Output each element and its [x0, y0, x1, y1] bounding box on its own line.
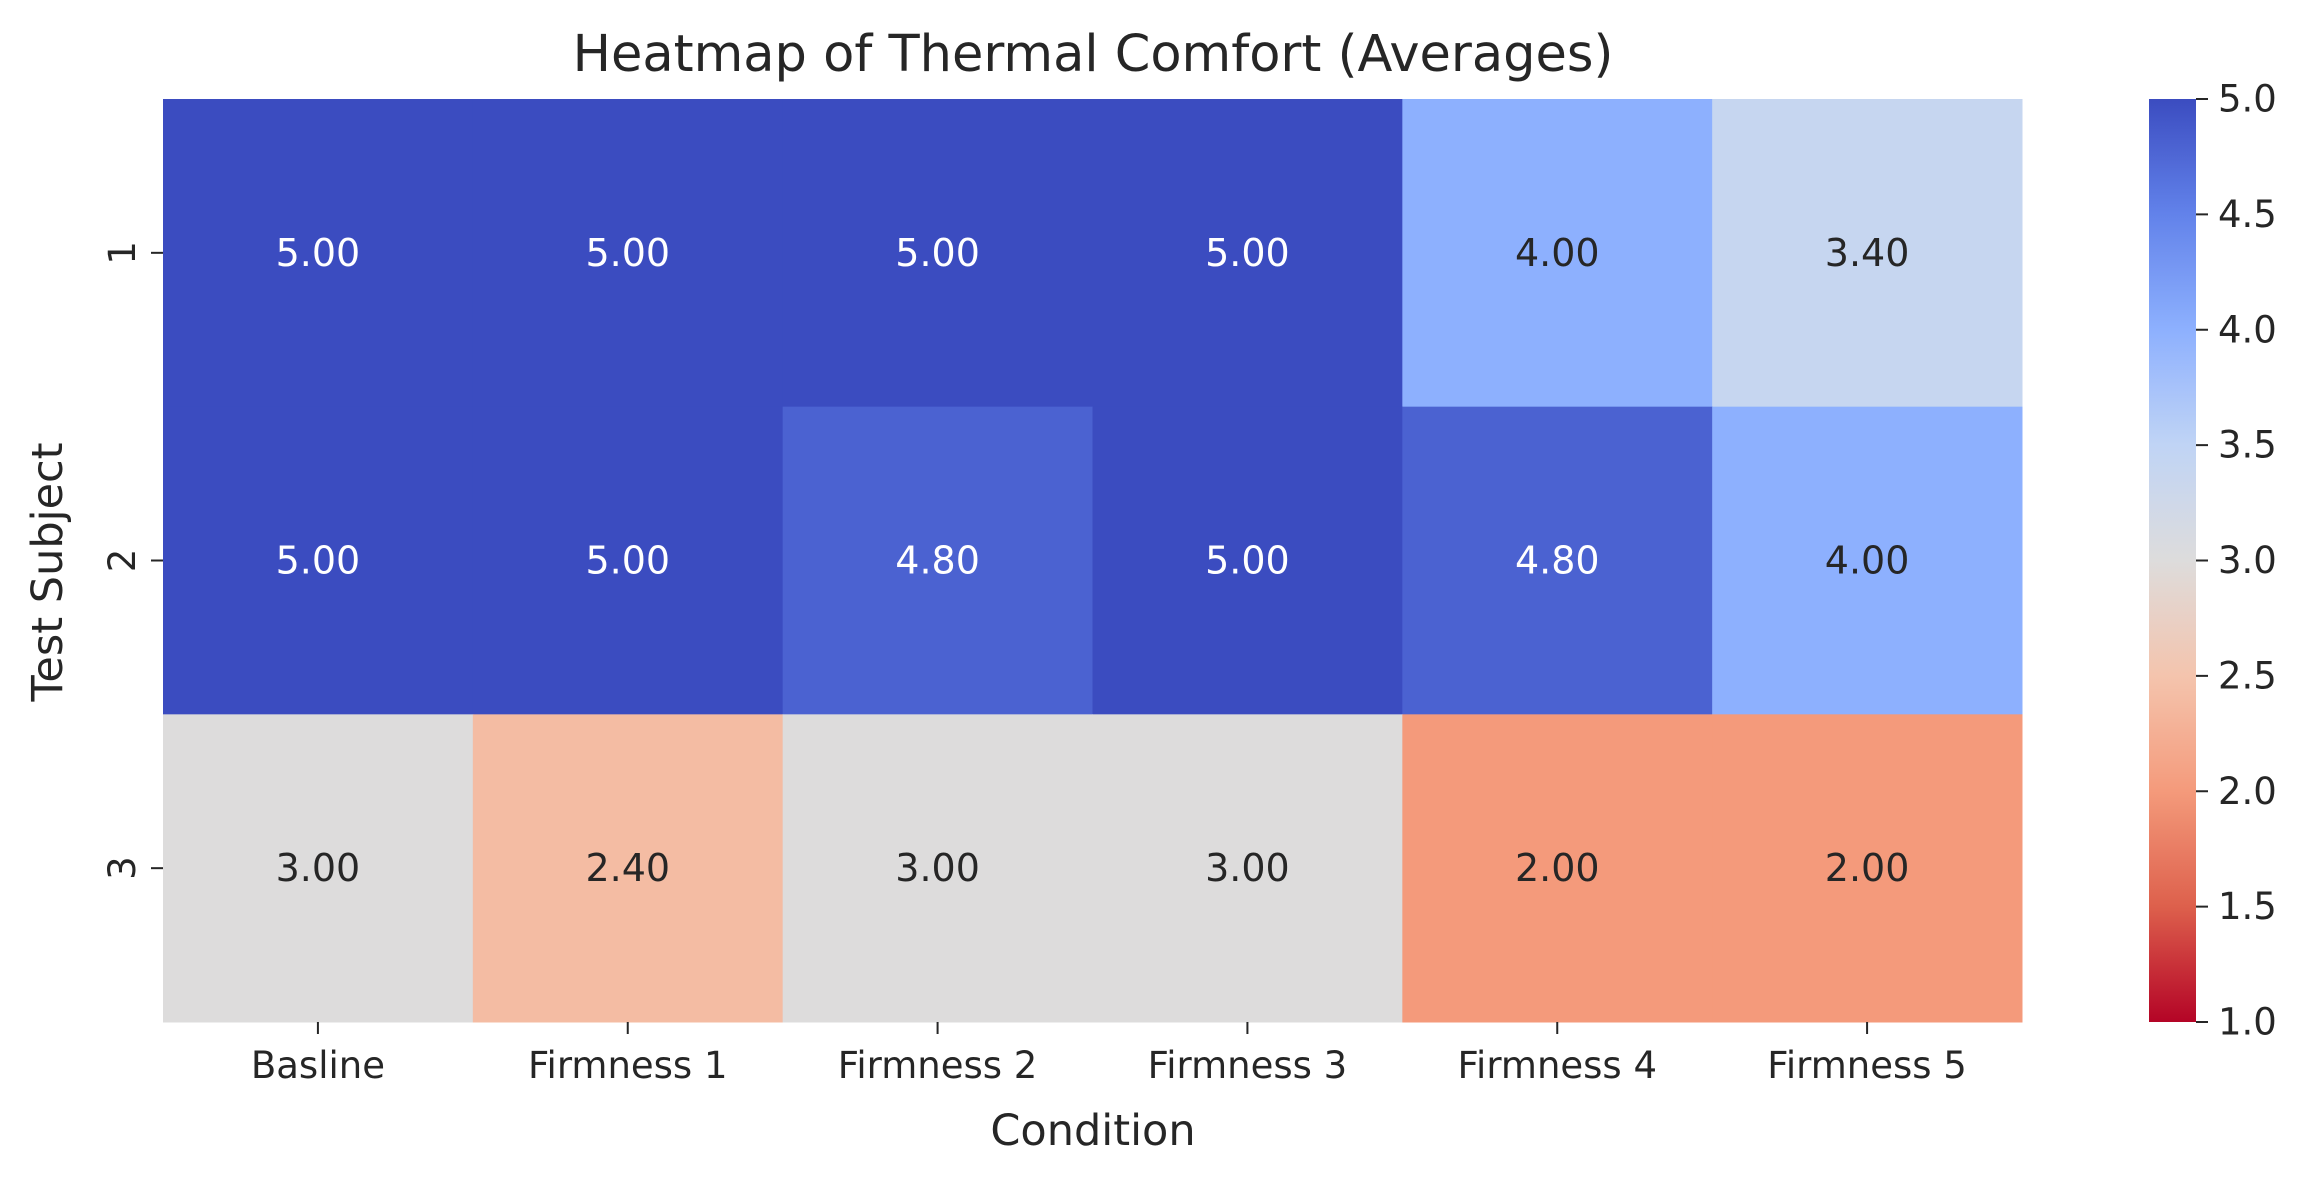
colorbar-tick-label: 4.5	[2218, 193, 2277, 236]
cell-value-label: 5.00	[1205, 231, 1290, 275]
heatmap-cell	[1092, 406, 1403, 715]
cell-value-label: 3.40	[1825, 231, 1910, 275]
heatmap-cell	[163, 406, 474, 715]
heatmap-cell	[1712, 406, 2023, 715]
heatmap-cell	[1402, 714, 1713, 1023]
heatmap-cell	[782, 99, 1093, 408]
heatmap-cell	[1712, 99, 2023, 408]
heatmap-cell	[1712, 714, 2023, 1023]
colorbar-tick-label: 2.5	[2218, 654, 2277, 697]
x-tick-label: Firmness 1	[528, 1044, 728, 1087]
colorbar-tick-label: 1.5	[2218, 885, 2277, 928]
cell-value-label: 2.40	[585, 846, 670, 890]
y-axis-label: Test Subject	[23, 442, 73, 702]
cell-value-label: 3.00	[276, 846, 361, 890]
y-tick-label: 2	[101, 549, 144, 573]
heatmap-cell	[1402, 406, 1713, 715]
heatmap-cell	[472, 99, 784, 408]
cell-value-label: 2.00	[1825, 846, 1910, 890]
x-tick-label: Firmness 3	[1148, 1044, 1348, 1087]
heatmap-cell	[163, 99, 474, 408]
cell-value-label: 5.00	[1205, 539, 1290, 583]
x-tick-label: Basline	[251, 1044, 385, 1087]
colorbar-tick-label: 2.0	[2218, 770, 2277, 813]
x-tick-label: Firmness 2	[838, 1044, 1038, 1087]
heatmap-cell	[782, 714, 1093, 1023]
cell-value-label: 4.80	[1515, 539, 1600, 583]
heatmap-cell	[1402, 99, 1713, 408]
cell-value-label: 3.00	[1205, 846, 1290, 890]
y-tick-label: 3	[101, 856, 144, 880]
x-tick-label: Firmness 4	[1457, 1044, 1657, 1087]
x-tick-label: Firmness 5	[1767, 1044, 1967, 1087]
chart-title: Heatmap of Thermal Comfort (Averages)	[573, 25, 1614, 84]
cell-value-label: 3.00	[895, 846, 980, 890]
cell-value-label: 4.00	[1825, 539, 1910, 583]
x-axis-label: Condition	[990, 1106, 1195, 1156]
heatmap-cell	[472, 406, 784, 715]
heatmap-cell	[163, 714, 474, 1023]
cell-value-label: 2.00	[1515, 846, 1600, 890]
colorbar	[2149, 99, 2196, 1022]
heatmap-cell	[782, 406, 1093, 715]
cell-value-label: 5.00	[276, 539, 361, 583]
cell-value-label: 5.00	[585, 539, 670, 583]
heatmap-cell	[1092, 714, 1403, 1023]
colorbar-tick-label: 3.5	[2218, 424, 2277, 467]
x-axis: Basline Firmness 1 Firmness 2 Firmness 3 Fir…	[251, 1022, 1967, 1087]
heatmap-cell	[1092, 99, 1403, 408]
cell-labels: 5.00 5.00 5.00 5.00 4.00 3.40 5.00 5.00 4.80 5.00…	[276, 231, 1910, 890]
colorbar-tick-label: 3.0	[2218, 539, 2277, 582]
cell-value-label: 4.00	[1515, 231, 1600, 275]
heatmap-cells	[163, 99, 2023, 1023]
cell-value-label: 5.00	[276, 231, 361, 275]
cell-value-label: 5.00	[895, 231, 980, 275]
colorbar-tick-label: 1.0	[2218, 1001, 2277, 1044]
y-axis: 1 2 3	[101, 241, 163, 880]
cell-value-label: 4.80	[895, 539, 980, 583]
cell-value-label: 5.00	[585, 231, 670, 275]
colorbar-tick-label: 4.0	[2218, 308, 2277, 351]
colorbar-tick-label: 5.0	[2218, 78, 2277, 121]
heatmap-cell	[472, 714, 784, 1023]
y-tick-label: 1	[101, 241, 144, 265]
colorbar-ticks: 1.0 1.5 2.0 2.5 3.0 3.5 4.0 4.5 5.0	[2196, 78, 2277, 1044]
